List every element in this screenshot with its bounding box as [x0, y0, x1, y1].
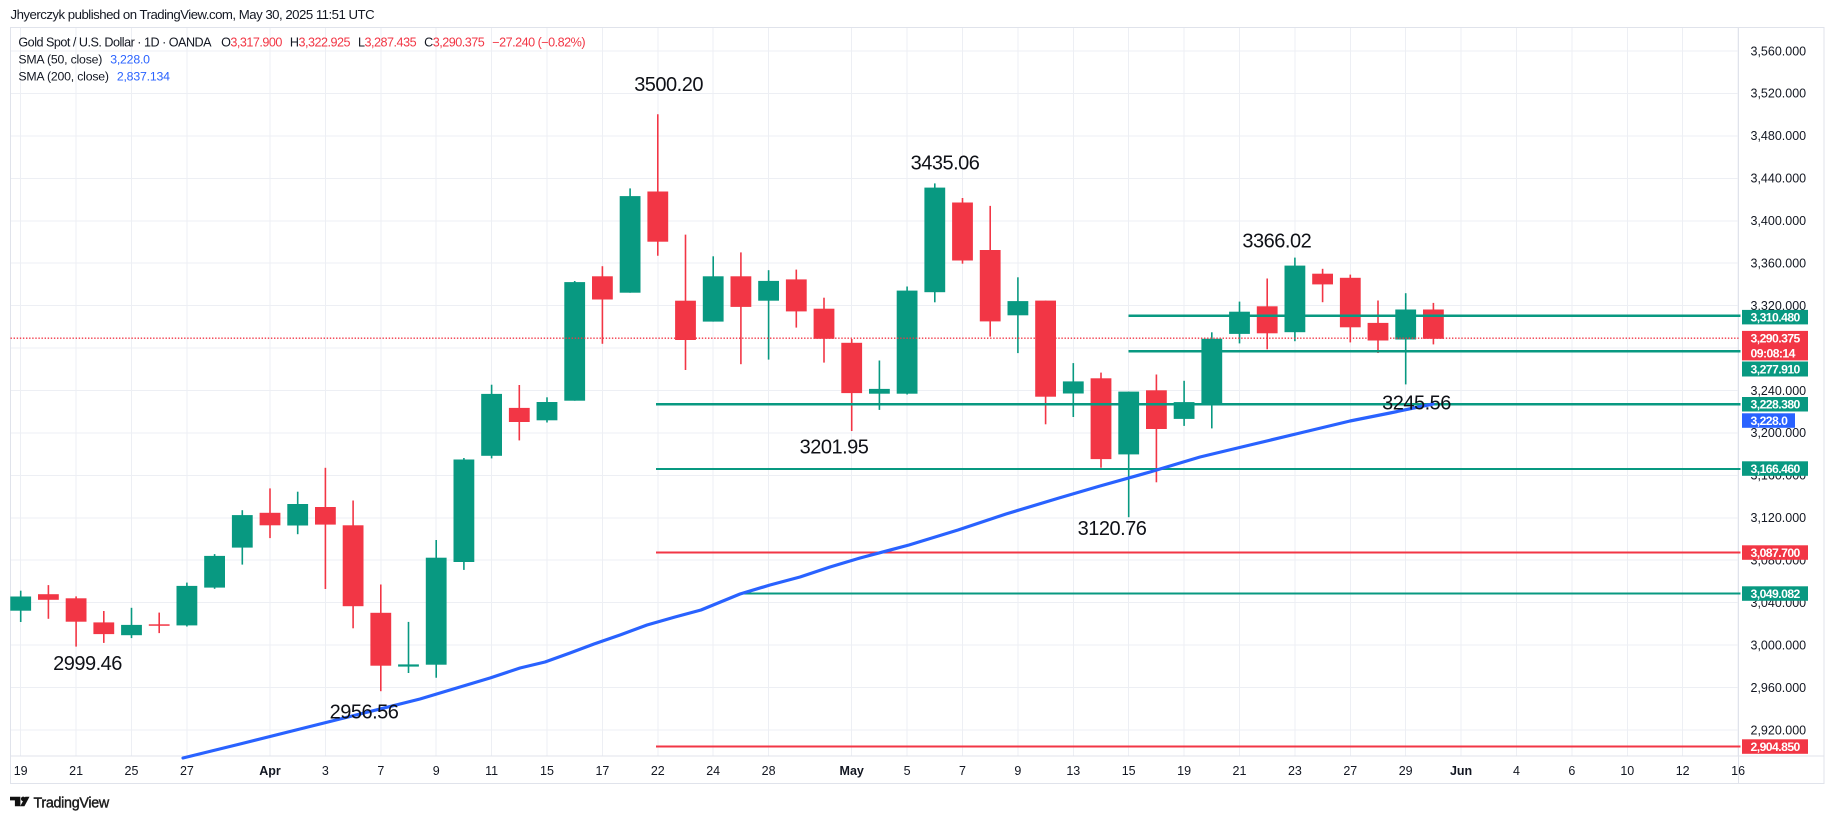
svg-text:23: 23	[1288, 764, 1302, 778]
svg-text:3,049.082: 3,049.082	[1751, 587, 1801, 601]
svg-text:3,560.000: 3,560.000	[1751, 44, 1807, 58]
svg-text:24: 24	[706, 764, 720, 778]
svg-text:3,277.910: 3,277.910	[1751, 362, 1801, 376]
svg-text:27: 27	[180, 764, 194, 778]
svg-text:3,166.460: 3,166.460	[1751, 462, 1801, 476]
svg-text:Jhyerczyk published on Trading: Jhyerczyk published on TradingView.com, …	[11, 7, 376, 22]
svg-text:15: 15	[1122, 764, 1136, 778]
svg-text:2,960.000: 2,960.000	[1751, 681, 1807, 695]
svg-text:28: 28	[762, 764, 776, 778]
svg-text:3,290.375: 3,290.375	[1751, 332, 1801, 346]
svg-text:16: 16	[1731, 764, 1745, 778]
svg-text:3201.95: 3201.95	[800, 436, 869, 458]
svg-text:27: 27	[1343, 764, 1357, 778]
svg-text:29: 29	[1399, 764, 1413, 778]
svg-text:13: 13	[1066, 764, 1080, 778]
svg-text:3,360.000: 3,360.000	[1751, 257, 1807, 271]
svg-text:9: 9	[1014, 764, 1021, 778]
svg-text:09:08:14: 09:08:14	[1751, 346, 1796, 360]
svg-text:22: 22	[651, 764, 665, 778]
svg-text:3,000.000: 3,000.000	[1751, 638, 1807, 652]
svg-text:3,480.000: 3,480.000	[1751, 129, 1807, 143]
svg-text:6: 6	[1568, 764, 1575, 778]
svg-text:3,120.000: 3,120.000	[1751, 511, 1807, 525]
svg-text:7: 7	[959, 764, 966, 778]
svg-text:19: 19	[14, 764, 28, 778]
svg-text:3,087.700: 3,087.700	[1751, 546, 1801, 560]
svg-text:3,440.000: 3,440.000	[1751, 172, 1807, 186]
svg-text:21: 21	[69, 764, 83, 778]
svg-text:17: 17	[595, 764, 609, 778]
svg-text:SMA (50, close)3,228.0: SMA (50, close) 3,228.0	[18, 53, 150, 67]
svg-text:3,400.000: 3,400.000	[1751, 214, 1807, 228]
svg-text:3500.20: 3500.20	[634, 74, 703, 96]
svg-text:3,520.000: 3,520.000	[1751, 87, 1807, 101]
svg-text:2999.46: 2999.46	[53, 653, 122, 675]
svg-text:2,904.850: 2,904.850	[1751, 740, 1801, 754]
svg-text:Gold Spot / U.S. Dollar · 1D ·: Gold Spot / U.S. Dollar · 1D · OANDA O3,3…	[18, 36, 585, 50]
svg-text:TradingView: TradingView	[34, 796, 110, 812]
svg-text:3120.76: 3120.76	[1078, 518, 1147, 540]
svg-text:11: 11	[485, 764, 498, 778]
svg-text:10: 10	[1620, 764, 1634, 778]
svg-text:Jun: Jun	[1450, 764, 1472, 778]
svg-text:Apr: Apr	[259, 764, 281, 778]
svg-text:2956.56: 2956.56	[330, 702, 399, 724]
svg-text:25: 25	[125, 764, 139, 778]
svg-text:3,200.000: 3,200.000	[1751, 426, 1807, 440]
svg-text:7: 7	[377, 764, 384, 778]
svg-text:3,310.480: 3,310.480	[1751, 310, 1801, 324]
svg-text:May: May	[840, 764, 864, 778]
svg-text:12: 12	[1676, 764, 1690, 778]
svg-text:5: 5	[904, 764, 911, 778]
svg-text:19: 19	[1177, 764, 1191, 778]
svg-text:4: 4	[1513, 764, 1520, 778]
svg-text:3,228.0: 3,228.0	[1751, 414, 1789, 428]
svg-text:3245.56: 3245.56	[1382, 393, 1451, 415]
svg-text:3435.06: 3435.06	[911, 153, 980, 175]
svg-text:21: 21	[1233, 764, 1247, 778]
svg-text:3,320.000: 3,320.000	[1751, 299, 1807, 313]
svg-text:3,240.000: 3,240.000	[1751, 384, 1807, 398]
svg-text:9: 9	[433, 764, 440, 778]
svg-text:SMA (200, close)2,837.134: SMA (200, close) 2,837.134	[18, 70, 170, 84]
svg-text:2,920.000: 2,920.000	[1751, 723, 1807, 737]
svg-text:15: 15	[540, 764, 554, 778]
svg-text:3366.02: 3366.02	[1242, 230, 1311, 252]
svg-text:3: 3	[322, 764, 329, 778]
svg-text:3,228.380: 3,228.380	[1751, 398, 1801, 412]
